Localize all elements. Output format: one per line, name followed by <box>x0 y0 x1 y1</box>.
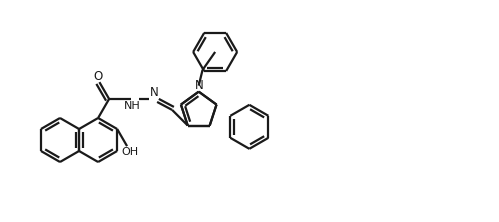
Text: N: N <box>150 86 159 99</box>
Text: N: N <box>195 79 204 92</box>
Text: O: O <box>94 70 103 83</box>
Text: NH: NH <box>124 101 141 111</box>
Text: OH: OH <box>121 147 139 157</box>
